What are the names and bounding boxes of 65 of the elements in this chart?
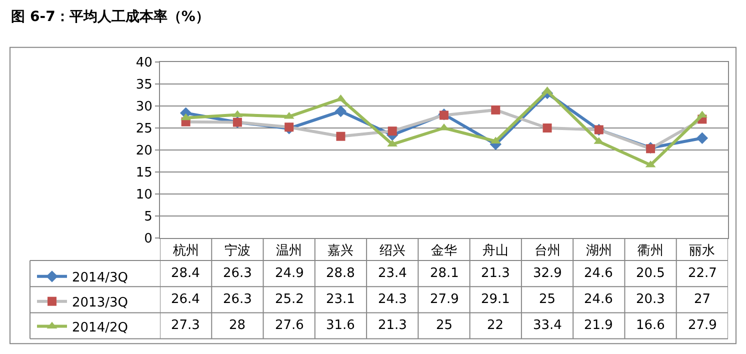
data-label: 21.9	[584, 318, 613, 333]
x-tick-label: 宁波	[224, 242, 250, 259]
data-label: 27.9	[688, 318, 717, 333]
data-label: 28.4	[171, 266, 200, 281]
point	[646, 144, 656, 154]
data-label: 25	[436, 318, 453, 333]
chart-title: 图 6-7：平均人工成本率（%）	[11, 8, 210, 25]
data-label: 24.3	[378, 292, 407, 307]
data-label: 25.2	[275, 292, 304, 307]
data-label: 28	[229, 318, 246, 333]
legend-label: 2013/3Q	[72, 295, 128, 310]
x-tick-label: 绍兴	[379, 244, 406, 259]
point	[542, 124, 552, 132]
data-label: 27.9	[430, 292, 459, 307]
data-label: 24.9	[275, 266, 304, 281]
legend-label: 2014/3Q	[72, 270, 128, 286]
data-label: 21.3	[481, 266, 510, 281]
point	[388, 126, 397, 136]
data-label: 20.3	[636, 292, 665, 307]
x-tick-label: 丽水	[689, 244, 716, 259]
data-label: 24.6	[584, 292, 613, 307]
data-label: 22.7	[688, 266, 717, 281]
data-label: 26.4	[171, 292, 200, 307]
x-tick-label: 温州	[276, 244, 302, 259]
x-tick-label: 嘉兴	[328, 244, 354, 259]
data-label: 22	[487, 318, 504, 333]
y-tick-label: 10	[136, 188, 152, 203]
y-tick-label: 40	[136, 56, 152, 71]
point	[284, 122, 294, 132]
data-label: 21.3	[378, 318, 407, 333]
data-label: 31.6	[326, 318, 355, 333]
data-label: 25	[539, 292, 556, 307]
point	[491, 105, 500, 114]
data-label: 29.1	[481, 292, 510, 307]
data-label: 33.4	[533, 318, 562, 333]
point	[334, 105, 347, 118]
data-label: 26.3	[223, 266, 252, 281]
data-label: 32.9	[533, 266, 562, 281]
y-tick-label: 30	[136, 100, 152, 115]
data-label: 16.6	[636, 318, 665, 333]
y-tick-label: 5	[144, 210, 152, 225]
data-label: 20.5	[636, 266, 665, 281]
data-label: 27.6	[275, 318, 304, 333]
data-label: 26.3	[223, 292, 252, 307]
x-tick-label: 衢州	[638, 244, 664, 259]
y-tick-label: 20	[136, 144, 152, 159]
x-tick-label: 湖州	[586, 244, 612, 259]
y-tick-label: 15	[136, 166, 152, 181]
y-tick-label: 0	[144, 232, 152, 247]
data-label: 28.8	[326, 266, 355, 281]
x-tick-label: 金华	[431, 244, 457, 259]
y-tick-label: 25	[136, 122, 152, 137]
data-label: 28.1	[430, 266, 459, 281]
legend-label: 2014/2Q	[72, 320, 128, 336]
point	[336, 132, 346, 141]
x-tick-label: 台州	[534, 244, 560, 259]
x-tick-label: 杭州	[172, 244, 199, 259]
data-label: 23.1	[326, 292, 355, 307]
data-label: 27.3	[171, 318, 200, 333]
y-tick-label: 35	[136, 78, 152, 93]
data-label: 27	[694, 292, 711, 307]
data-label: 24.6	[584, 266, 613, 281]
x-tick-label: 舟山	[482, 244, 509, 259]
data-label: 23.4	[378, 266, 407, 281]
point	[696, 132, 708, 144]
